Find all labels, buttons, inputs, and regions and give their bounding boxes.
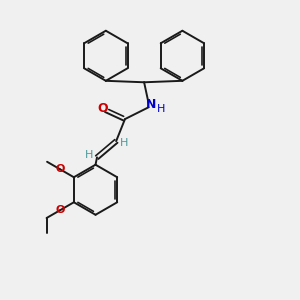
Text: H: H	[85, 150, 93, 160]
Text: H: H	[120, 138, 129, 148]
Text: O: O	[55, 164, 64, 174]
Text: O: O	[55, 206, 64, 215]
Text: N: N	[146, 98, 156, 111]
Text: H: H	[157, 104, 165, 114]
Text: O: O	[98, 102, 108, 115]
